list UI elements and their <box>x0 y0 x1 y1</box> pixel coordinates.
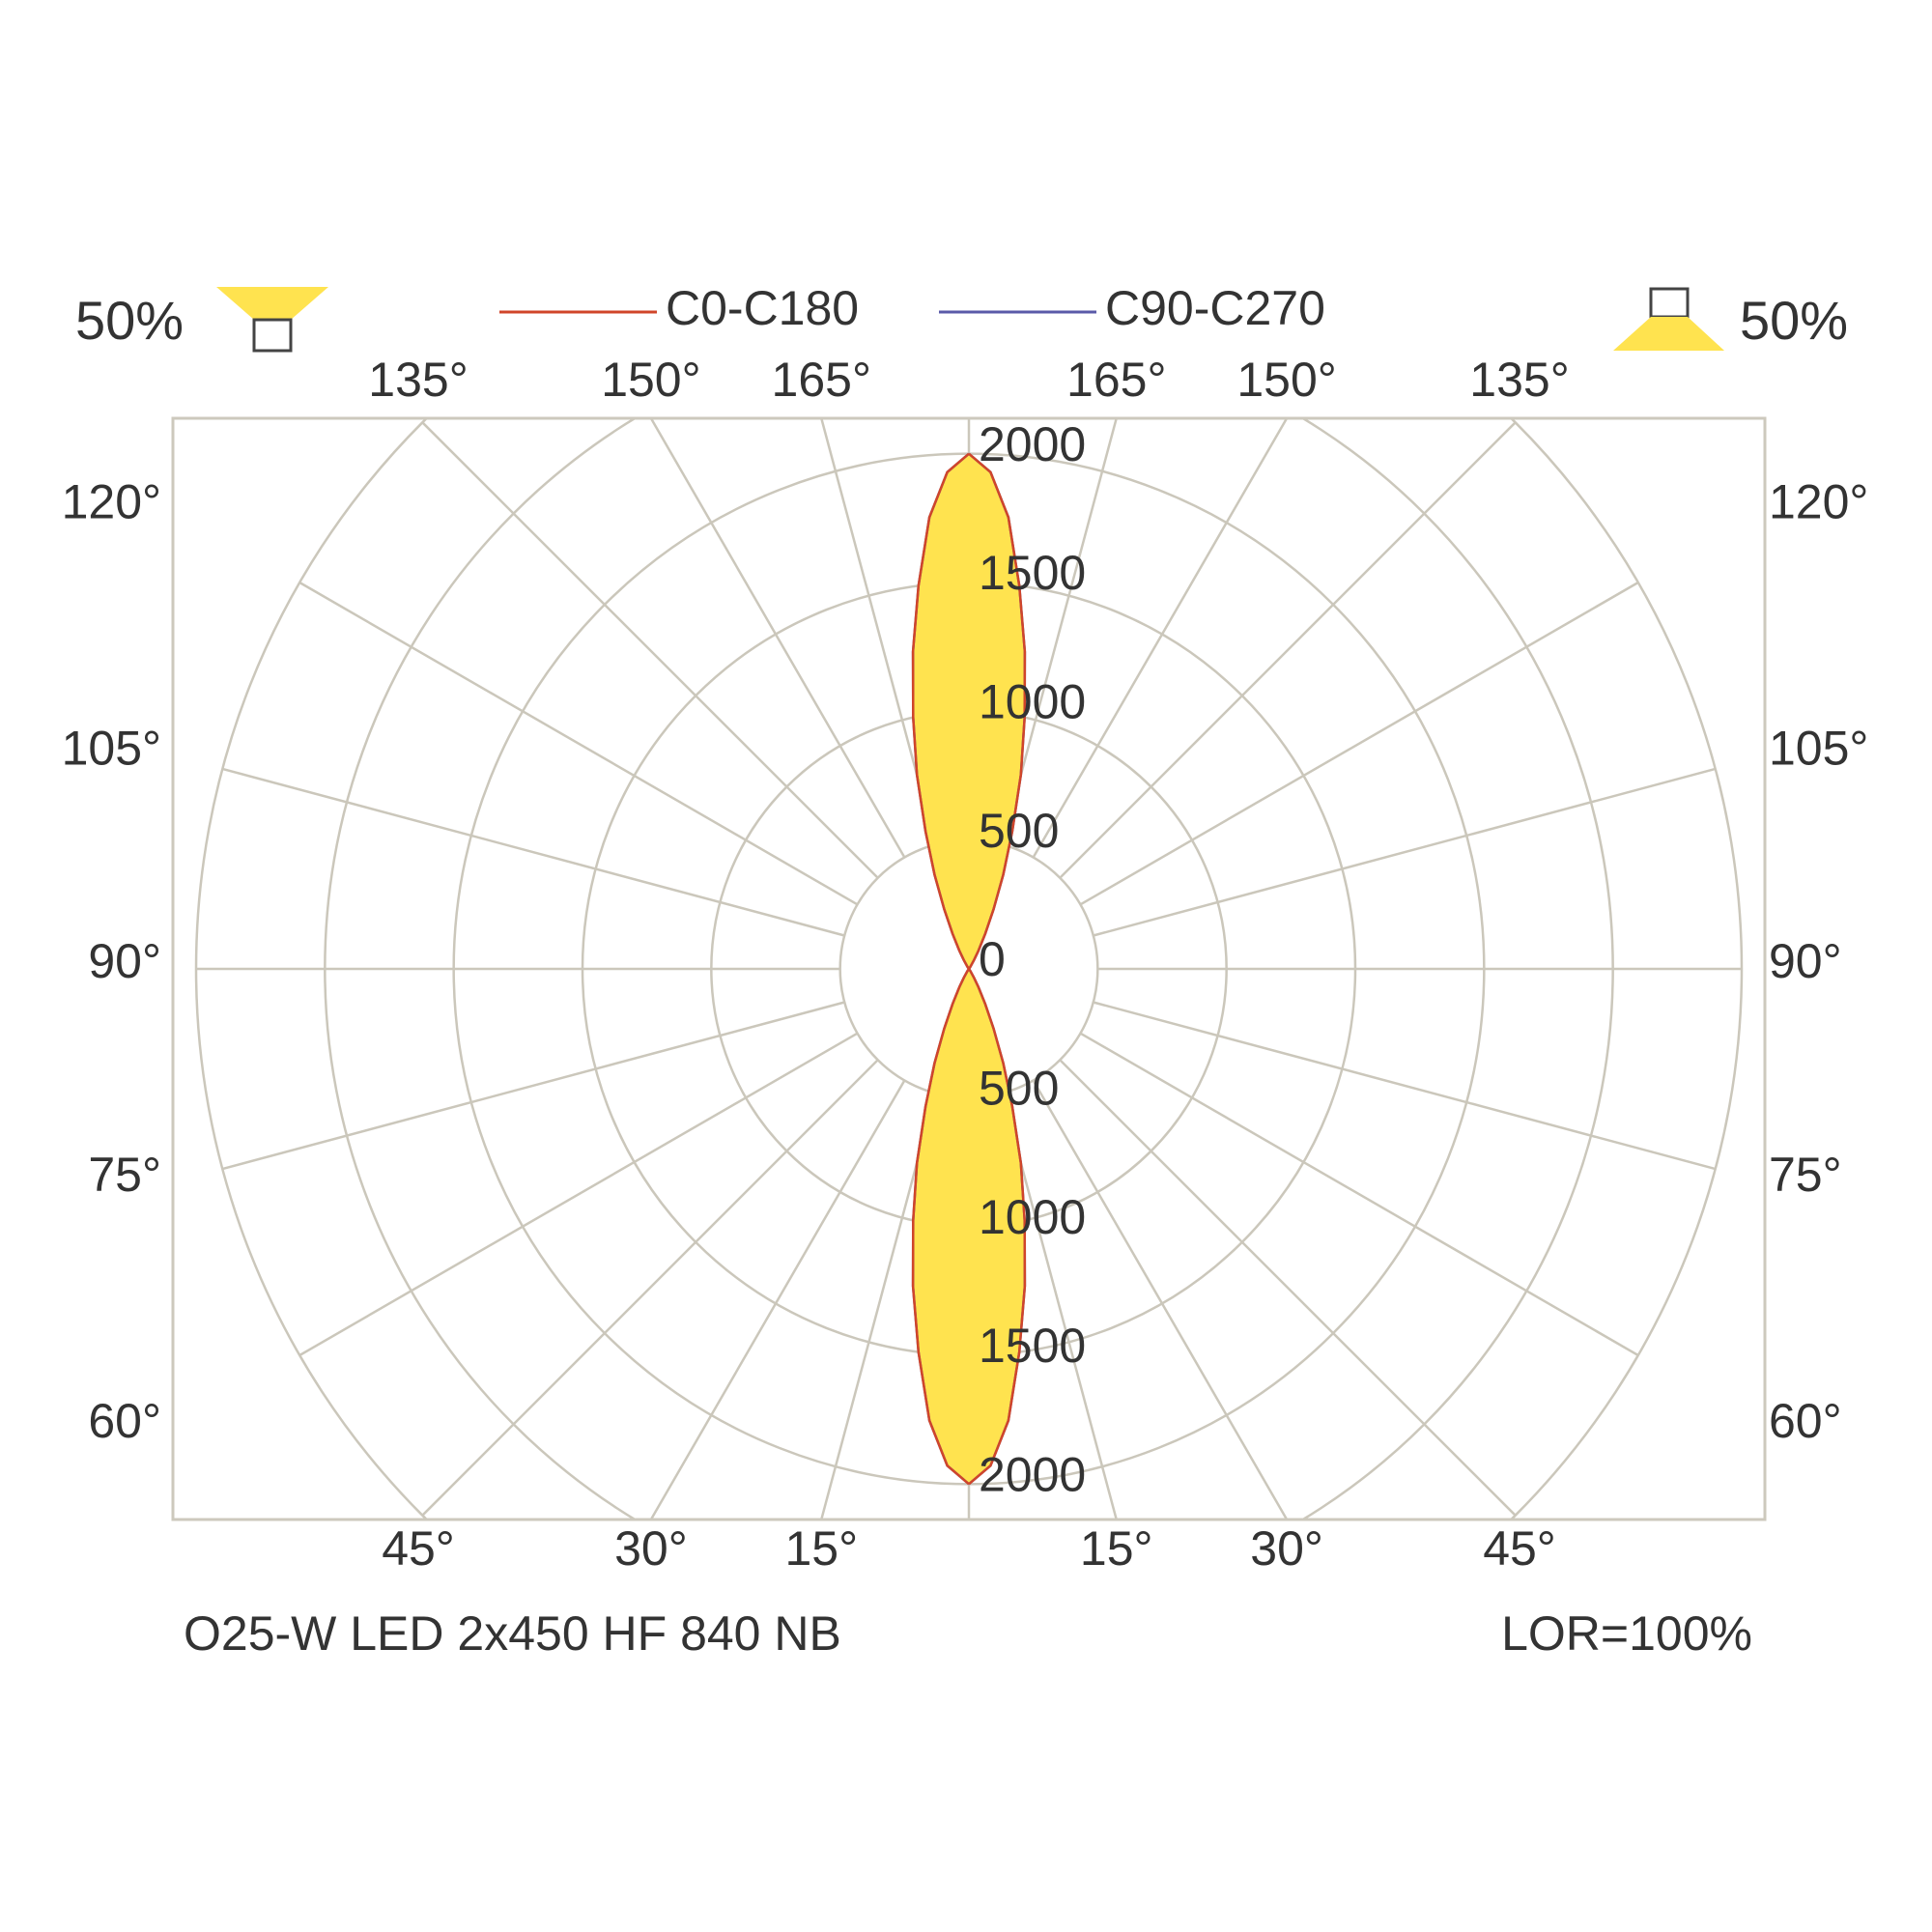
angle-tick-label: 30° <box>1250 1521 1323 1576</box>
angle-tick-label: 135° <box>1469 353 1569 407</box>
r-tick-label: 1500 <box>979 546 1086 600</box>
grid-radial <box>1059 1059 1517 1517</box>
labels: 0 500 500 1000 1000 1500 1500 2000 2000 15° 15° 30°… <box>62 281 1869 1576</box>
grid-radial <box>1059 421 1517 879</box>
angle-tick-label: 45° <box>382 1521 455 1576</box>
grid-radial <box>221 1001 845 1171</box>
r-tick-label: 2000 <box>979 417 1086 471</box>
angle-tick-label: 165° <box>1066 353 1166 407</box>
angle-tick-label: 15° <box>784 1521 858 1576</box>
grid-radial <box>1001 1093 1119 1520</box>
upward-label: 50% <box>1740 290 1848 351</box>
footer-right: LOR=100% <box>1501 1606 1752 1661</box>
legend-label: C90-C270 <box>1105 281 1325 335</box>
grid-radial <box>421 421 879 879</box>
lobe-fill <box>913 453 969 1485</box>
angle-tick-label: 60° <box>88 1394 161 1448</box>
plot <box>911 452 1027 1486</box>
angle-tick-label: 105° <box>1769 721 1868 775</box>
grid-radial <box>1079 581 1639 906</box>
r-tick-label: 1500 <box>979 1319 1086 1373</box>
frame <box>171 416 1767 1521</box>
angle-tick-label: 90° <box>88 934 161 988</box>
angle-tick-label: 75° <box>88 1148 161 1202</box>
grid-radial <box>421 1059 879 1517</box>
downward-icon-box <box>252 318 293 353</box>
grid-radial <box>649 418 906 859</box>
r-tick-label: 1000 <box>979 675 1086 729</box>
r-tick-label: 1000 <box>979 1190 1086 1244</box>
angle-tick-label: 135° <box>368 353 468 407</box>
angle-tick-label: 150° <box>601 353 700 407</box>
downward-label: 50% <box>75 290 184 351</box>
angle-tick-label: 150° <box>1236 353 1336 407</box>
grid-radial <box>819 418 937 845</box>
grid-radial <box>298 581 859 906</box>
intensity-curve <box>911 452 971 1486</box>
lobe-fill <box>969 453 1025 1485</box>
r-tick-label: 500 <box>979 804 1059 858</box>
angle-tick-label: 75° <box>1769 1148 1842 1202</box>
grid-radial <box>1032 418 1289 859</box>
grid-radial <box>1079 1032 1639 1357</box>
angle-tick-label: 30° <box>614 1521 688 1576</box>
upward-icon-box <box>1649 287 1690 319</box>
angle-tick-label: 105° <box>62 721 161 775</box>
angle-tick-label: 120° <box>62 474 161 528</box>
angle-tick-label: 45° <box>1483 1521 1556 1576</box>
upward-icon <box>1613 317 1724 351</box>
r-tick-label: 2000 <box>979 1448 1086 1502</box>
legend-label: C0-C180 <box>666 281 859 335</box>
grid-radial <box>819 1093 937 1520</box>
angle-tick-label: 60° <box>1769 1394 1842 1448</box>
grid-radial <box>1032 1079 1289 1520</box>
grid-radial <box>1001 418 1119 845</box>
angle-tick-label: 120° <box>1769 474 1868 528</box>
grid-radial <box>298 1032 859 1357</box>
angle-tick-label: 90° <box>1769 934 1842 988</box>
angle-tick-label: 165° <box>772 353 871 407</box>
r-tick-label: 0 <box>979 932 1006 986</box>
grid-radial <box>221 767 845 937</box>
grid-radial <box>1093 767 1717 937</box>
grid-radial <box>1093 1001 1717 1171</box>
angle-tick-label: 15° <box>1080 1521 1153 1576</box>
footer-left: O25-W LED 2x450 HF 840 NB <box>184 1606 841 1661</box>
r-tick-label: 500 <box>979 1062 1059 1116</box>
grid-radial <box>649 1079 906 1520</box>
downward-icon <box>216 287 328 320</box>
